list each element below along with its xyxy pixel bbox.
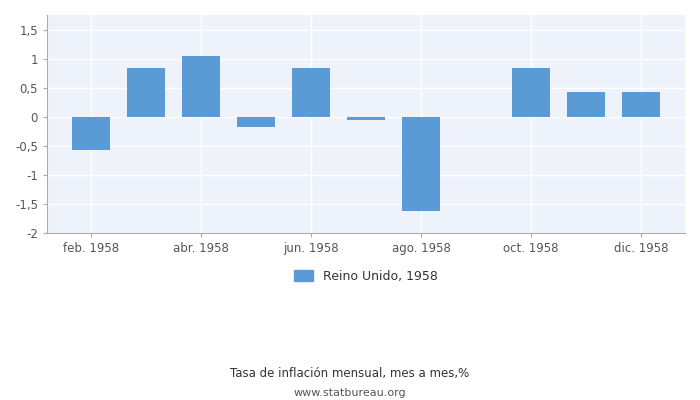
Bar <box>292 68 330 117</box>
Bar <box>567 92 606 117</box>
Bar <box>346 117 385 120</box>
Bar <box>182 56 220 117</box>
Text: www.statbureau.org: www.statbureau.org <box>294 388 406 398</box>
Legend: Reino Unido, 1958: Reino Unido, 1958 <box>289 265 443 288</box>
Bar <box>402 117 440 211</box>
Bar <box>237 117 275 127</box>
Bar <box>622 92 660 117</box>
Bar <box>72 117 111 150</box>
Bar <box>512 68 550 117</box>
Bar <box>127 68 165 117</box>
Text: Tasa de inflación mensual, mes a mes,%: Tasa de inflación mensual, mes a mes,% <box>230 368 470 380</box>
